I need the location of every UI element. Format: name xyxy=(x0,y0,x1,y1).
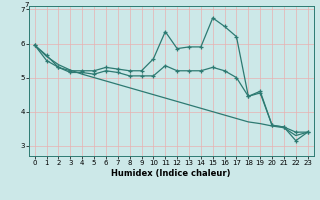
Text: 7: 7 xyxy=(24,2,29,8)
X-axis label: Humidex (Indice chaleur): Humidex (Indice chaleur) xyxy=(111,169,231,178)
